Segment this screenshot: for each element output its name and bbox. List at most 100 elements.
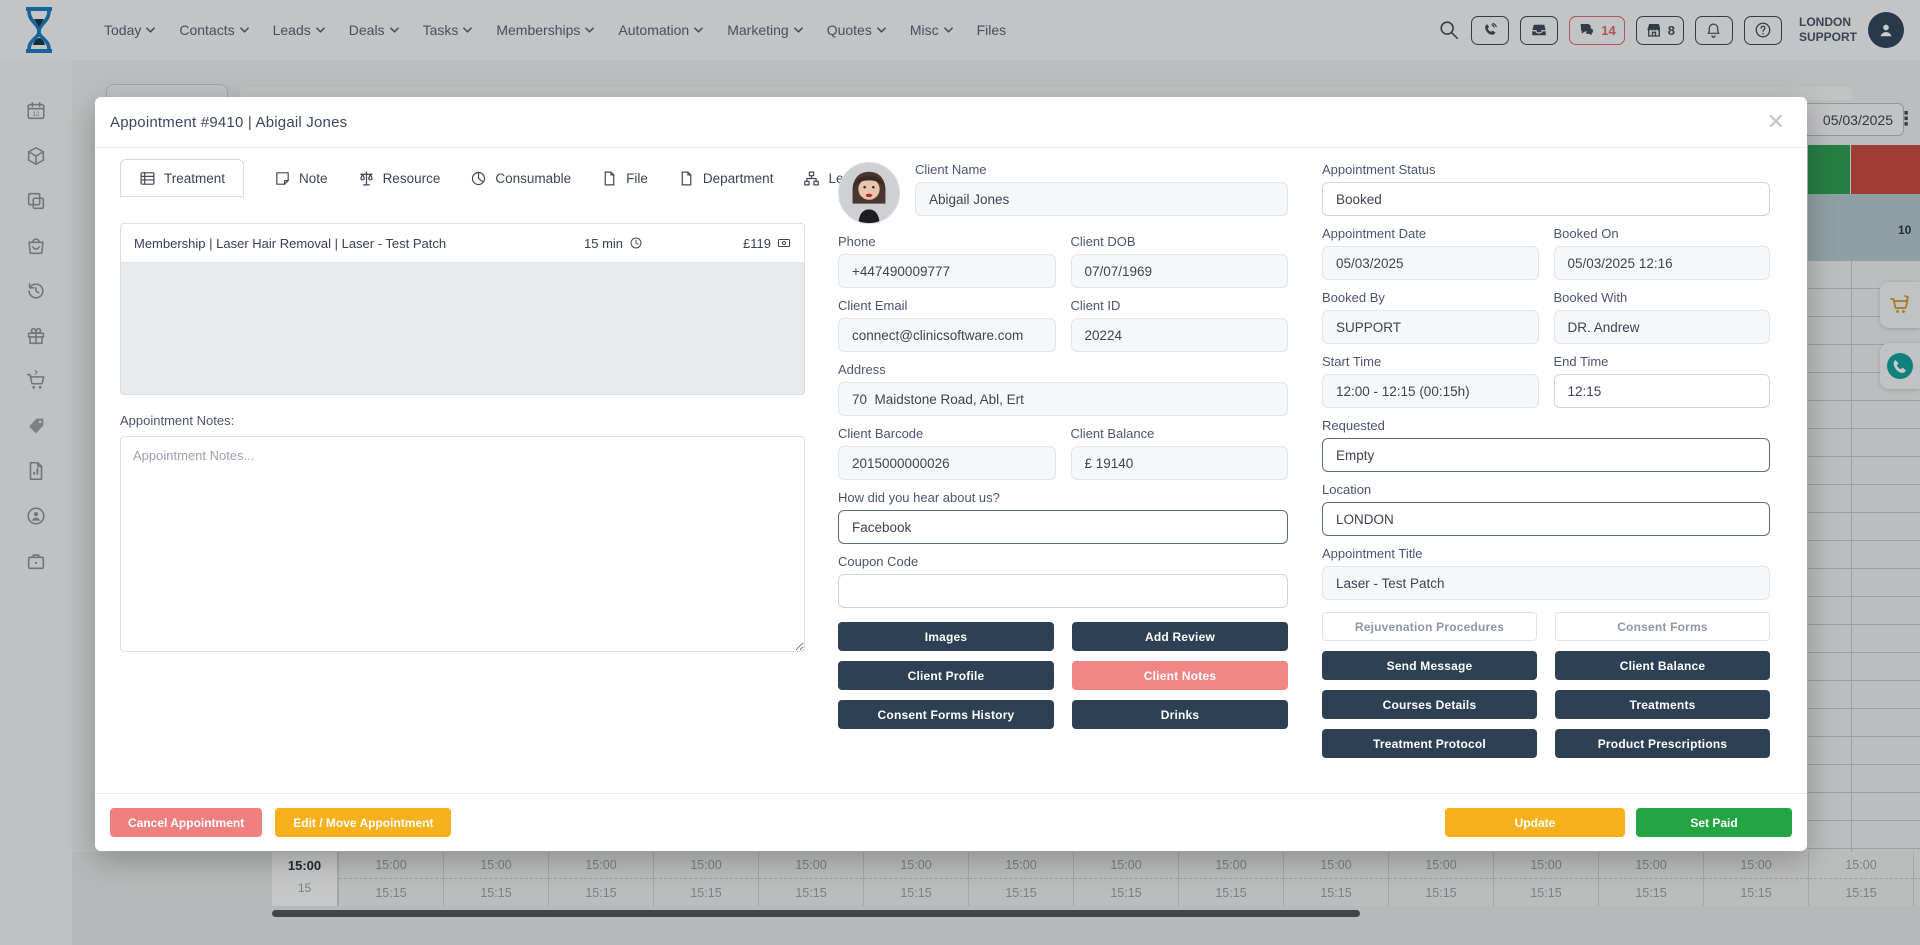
report-icon[interactable]: [25, 460, 47, 482]
calendar-slot-1515[interactable]: 15:15: [1845, 885, 1877, 900]
calendar-slot-1515[interactable]: 15:15: [480, 885, 512, 900]
calendar-column[interactable]: 15:00 15:15: [443, 852, 548, 906]
calendar-slot-1500[interactable]: 15:00: [1074, 852, 1178, 879]
contact-card-icon[interactable]: [25, 505, 47, 527]
duplicates-icon[interactable]: [25, 190, 47, 212]
calendar-slot-1515[interactable]: 15:15: [1215, 885, 1247, 900]
calendar-slot-1515[interactable]: 15:15: [375, 885, 407, 900]
menu-item-automation[interactable]: Automation: [618, 22, 704, 38]
menu-item-memberships[interactable]: Memberships: [496, 22, 595, 38]
calendar-slot-1515[interactable]: 15:15: [1110, 885, 1142, 900]
client-balance-button[interactable]: Client Balance: [1555, 651, 1770, 680]
cart-icon[interactable]: [25, 370, 47, 392]
client-name-input[interactable]: [915, 182, 1288, 216]
tab-treatment[interactable]: Treatment: [120, 159, 245, 197]
products-cube-icon[interactable]: [25, 145, 47, 167]
appointment-notes-input[interactable]: [120, 436, 805, 652]
search-icon[interactable]: [1438, 19, 1460, 41]
client-dob-input[interactable]: [1070, 254, 1288, 288]
floating-cart-button[interactable]: [1880, 282, 1920, 328]
treatment-protocol-button[interactable]: Treatment Protocol: [1322, 729, 1537, 758]
calendar-slot-1515[interactable]: 15:15: [1635, 885, 1667, 900]
calendar-slot-1515[interactable]: 15:15: [900, 885, 932, 900]
tags-icon[interactable]: [25, 415, 47, 437]
appointment-title-input[interactable]: [1322, 566, 1770, 600]
calendar-slot-1500[interactable]: 15:00: [1599, 852, 1703, 879]
calendar-slot-1500[interactable]: 15:00: [1389, 852, 1493, 879]
address-input[interactable]: [838, 382, 1288, 416]
chat-messages-button[interactable]: 14: [1569, 15, 1625, 45]
calendar-column[interactable]: 15:00 15:15: [1598, 852, 1703, 906]
edit-move-appointment-button[interactable]: Edit / Move Appointment: [275, 808, 452, 837]
calendar-slot-1500[interactable]: 15:00: [444, 852, 548, 879]
booked-with-input[interactable]: [1553, 310, 1770, 344]
consent-forms-button[interactable]: Consent Forms: [1555, 612, 1770, 641]
calendar-column[interactable]: 15:00 15:15: [1178, 852, 1283, 906]
hear-about-select[interactable]: [838, 510, 1288, 544]
calendar-slot-1500[interactable]: 15:00: [1704, 852, 1808, 879]
tab-resource[interactable]: Resource: [358, 159, 440, 197]
menu-item-marketing[interactable]: Marketing: [727, 22, 803, 38]
calendar-slot-1515[interactable]: 15:15: [585, 885, 617, 900]
calendar-column[interactable]: 15:00 15:15: [548, 852, 653, 906]
coupon-code-input[interactable]: [838, 574, 1288, 608]
logged-in-user[interactable]: LONDON SUPPORT: [1798, 15, 1857, 44]
kebab-menu-icon[interactable]: ⋮: [1896, 108, 1916, 130]
calendar-slot-1500[interactable]: 15:00: [549, 852, 653, 879]
calendar-slot-1500[interactable]: 15:00: [339, 852, 443, 879]
menu-item-leads[interactable]: Leads: [273, 22, 325, 38]
calendar-column[interactable]: 15:00 15:15: [1388, 852, 1493, 906]
user-avatar[interactable]: [1868, 12, 1904, 48]
store-pos-button[interactable]: 8: [1635, 15, 1684, 45]
client-balance-input[interactable]: [1070, 446, 1288, 480]
calendar-column[interactable]: 15:00 15:15: [1703, 852, 1808, 906]
send-message-button[interactable]: Send Message: [1322, 651, 1537, 680]
calendar-slot-1515[interactable]: 15:15: [795, 885, 827, 900]
calendar-column[interactable]: 15:00 15:15: [758, 852, 863, 906]
calendar-icon[interactable]: 12: [25, 100, 47, 122]
calendar-slot-1515[interactable]: 15:15: [1005, 885, 1037, 900]
client-id-input[interactable]: [1070, 318, 1288, 352]
appointment-date-input[interactable]: [1322, 246, 1539, 280]
calendar-slot-1515[interactable]: 15:15: [1320, 885, 1352, 900]
shopping-bag-icon[interactable]: [25, 235, 47, 257]
floating-phone-button[interactable]: [1880, 343, 1920, 389]
drinks-button[interactable]: Drinks: [1072, 700, 1288, 729]
tab-consumable[interactable]: Consumable: [470, 159, 571, 197]
booked-on-input[interactable]: [1553, 246, 1770, 280]
close-icon[interactable]: ✕: [1766, 109, 1785, 134]
set-paid-button[interactable]: Set Paid: [1636, 808, 1792, 837]
notifications-button[interactable]: [1694, 15, 1733, 45]
calendar-slot-1500[interactable]: 15:00: [759, 852, 863, 879]
tab-note[interactable]: Note: [274, 159, 328, 197]
briefcase-icon[interactable]: [25, 550, 47, 572]
client-barcode-input[interactable]: [838, 446, 1056, 480]
client-email-input[interactable]: [838, 318, 1056, 352]
images-button[interactable]: Images: [838, 622, 1054, 651]
horizontal-scrollbar[interactable]: [272, 910, 1360, 917]
background-date-input[interactable]: 05/03/2025: [1788, 103, 1904, 136]
menu-item-misc[interactable]: Misc: [910, 22, 953, 38]
calendar-column[interactable]: 15:00 15:15: [968, 852, 1073, 906]
start-time-input[interactable]: [1322, 374, 1539, 408]
calendar-column[interactable]: 15:00 15:15: [1283, 852, 1388, 906]
calendar-column[interactable]: 15:00 15:15: [1493, 852, 1598, 906]
calendar-slot-1500[interactable]: 15:00: [1494, 852, 1598, 879]
calendar-slot-1500[interactable]: 15:00: [1284, 852, 1388, 879]
client-profile-button[interactable]: Client Profile: [838, 661, 1054, 690]
rejuvenation-procedures-button[interactable]: Rejuvenation Procedures: [1322, 612, 1537, 641]
calendar-slot-1515[interactable]: 15:15: [1530, 885, 1562, 900]
menu-item-deals[interactable]: Deals: [349, 22, 399, 38]
calendar-slot-1500[interactable]: 15:00: [654, 852, 758, 879]
end-time-input[interactable]: [1553, 374, 1770, 408]
calendar-slot-1515[interactable]: 15:15: [1425, 885, 1457, 900]
product-prescriptions-button[interactable]: Product Prescriptions: [1555, 729, 1770, 758]
calendar-column[interactable]: 15:00 15:15: [863, 852, 968, 906]
calendar-slot-1500[interactable]: 15:00: [969, 852, 1073, 879]
history-icon[interactable]: [25, 280, 47, 302]
calendar-slot-1500[interactable]: 15:00: [864, 852, 968, 879]
calendar-slot-1500[interactable]: 15:00: [1809, 852, 1913, 879]
consent-forms-history-button[interactable]: Consent Forms History: [838, 700, 1054, 729]
treatments-button[interactable]: Treatments: [1555, 690, 1770, 719]
tab-file[interactable]: File: [601, 159, 648, 197]
